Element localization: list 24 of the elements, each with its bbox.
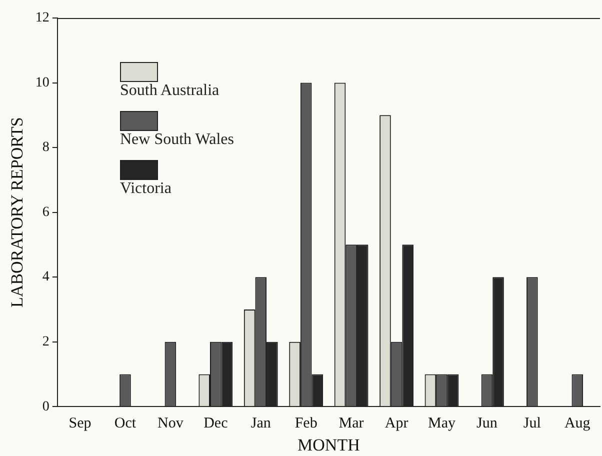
y-tick-label: 12 <box>35 10 50 26</box>
x-tick-label: Sep <box>68 416 92 432</box>
x-tick-label: Feb <box>294 416 318 432</box>
x-tick-label: Nov <box>158 416 184 432</box>
x-tick-label: Oct <box>114 416 137 432</box>
x-tick-label: Jan <box>250 416 272 432</box>
y-tick-label: 2 <box>42 334 50 350</box>
y-tick-label: 6 <box>42 204 50 220</box>
legend-label: Victoria <box>120 180 172 197</box>
legend-label: New South Wales <box>120 131 234 148</box>
x-tick-label: Aug <box>564 416 591 432</box>
x-axis-title: MONTH <box>298 435 360 454</box>
x-tick-label: Mar <box>338 416 364 432</box>
x-tick-label: May <box>428 416 456 432</box>
y-tick-label: 10 <box>35 75 50 90</box>
legend-label: South Australia <box>120 82 220 99</box>
y-axis-title: LABORATORY REPORTS <box>8 117 27 308</box>
x-tick-label: Apr <box>384 416 408 432</box>
y-tick-label: 4 <box>42 270 50 285</box>
x-tick-label: Jun <box>476 416 498 432</box>
x-tick-label: Jul <box>523 416 541 432</box>
y-tick-label: 8 <box>42 140 50 156</box>
x-tick-label: Dec <box>204 416 228 432</box>
y-tick-label: 0 <box>42 399 50 414</box>
